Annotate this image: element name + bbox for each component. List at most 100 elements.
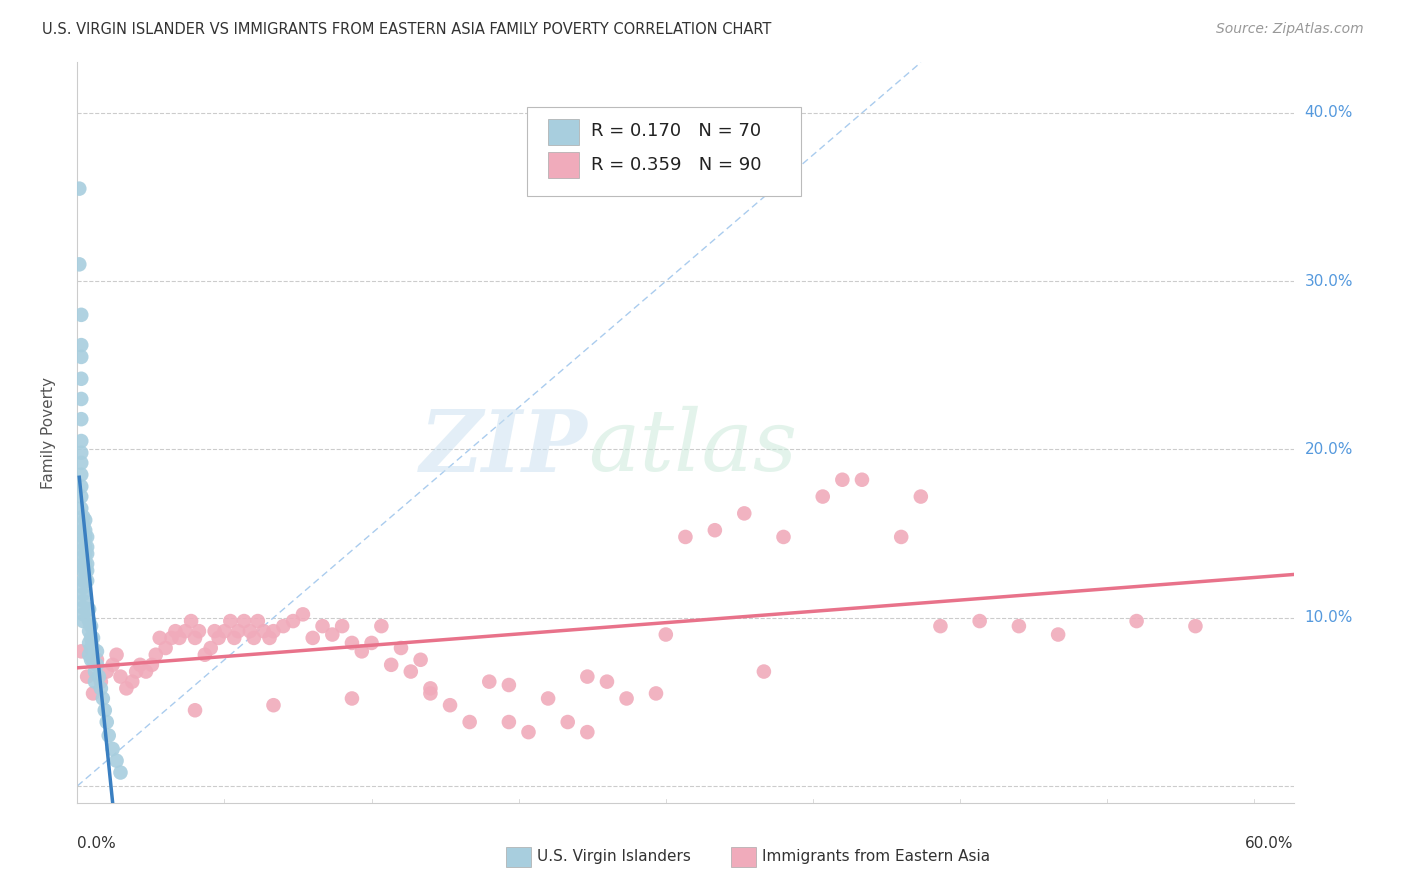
Point	[311, 619, 333, 633]
Point	[80, 619, 103, 633]
Text: R = 0.359   N = 90: R = 0.359 N = 90	[591, 156, 761, 174]
Point	[105, 754, 128, 768]
Point	[271, 619, 294, 633]
Point	[517, 725, 540, 739]
Point	[86, 653, 108, 667]
Point	[226, 624, 249, 639]
Point	[91, 691, 114, 706]
Point	[330, 619, 353, 633]
Point	[851, 473, 873, 487]
Point	[155, 640, 177, 655]
Point	[80, 653, 103, 667]
Point	[675, 530, 697, 544]
Point	[537, 691, 560, 706]
Point	[1047, 627, 1070, 641]
Point	[478, 674, 501, 689]
Point	[84, 665, 107, 679]
Point	[200, 640, 222, 655]
Text: Immigrants from Eastern Asia: Immigrants from Eastern Asia	[762, 849, 990, 863]
Point	[70, 434, 93, 448]
Text: 60.0%: 60.0%	[1246, 836, 1294, 851]
Point	[97, 729, 120, 743]
Point	[399, 665, 422, 679]
Point	[174, 624, 197, 639]
Text: ZIP: ZIP	[420, 406, 588, 489]
Point	[576, 670, 599, 684]
Point	[70, 372, 93, 386]
Point	[94, 703, 117, 717]
Point	[72, 523, 94, 537]
Point	[263, 624, 285, 639]
Point	[82, 653, 104, 667]
Point	[129, 657, 152, 672]
Point	[70, 412, 93, 426]
Point	[219, 614, 242, 628]
Point	[281, 614, 304, 628]
Point	[76, 540, 98, 554]
Point	[160, 631, 183, 645]
Point	[655, 627, 678, 641]
Point	[75, 530, 97, 544]
Point	[929, 619, 952, 633]
Point	[233, 614, 256, 628]
Point	[72, 574, 94, 588]
Point	[80, 631, 103, 645]
Point	[752, 665, 775, 679]
Point	[370, 619, 392, 633]
Point	[72, 530, 94, 544]
Point	[184, 631, 207, 645]
Text: 10.0%: 10.0%	[1305, 610, 1353, 625]
Point	[82, 640, 104, 655]
Point	[165, 624, 187, 639]
Point	[321, 627, 343, 641]
Point	[207, 631, 229, 645]
Point	[96, 714, 118, 729]
Point	[77, 602, 100, 616]
Point	[72, 600, 94, 615]
Point	[76, 557, 98, 571]
Point	[70, 350, 93, 364]
Point	[340, 691, 363, 706]
Point	[76, 574, 98, 588]
Point	[72, 564, 94, 578]
Point	[596, 674, 619, 689]
Point	[890, 530, 912, 544]
Point	[831, 473, 853, 487]
Point	[76, 547, 98, 561]
Point	[101, 657, 124, 672]
Point	[419, 681, 441, 696]
Point	[184, 703, 207, 717]
Point	[101, 742, 124, 756]
Point	[350, 644, 373, 658]
Point	[84, 674, 107, 689]
Text: R = 0.170   N = 70: R = 0.170 N = 70	[591, 122, 761, 140]
Point	[576, 725, 599, 739]
Point	[498, 678, 520, 692]
Y-axis label: Family Poverty: Family Poverty	[42, 376, 56, 489]
Point	[149, 631, 172, 645]
Point	[70, 392, 93, 406]
Point	[76, 564, 98, 578]
Point	[75, 547, 97, 561]
Point	[80, 640, 103, 655]
Point	[110, 765, 132, 780]
Point	[72, 607, 94, 622]
Point	[72, 509, 94, 524]
Point	[389, 640, 412, 655]
Point	[910, 490, 932, 504]
Point	[77, 648, 100, 662]
Text: atlas: atlas	[588, 406, 797, 489]
Point	[75, 557, 97, 571]
Point	[70, 501, 93, 516]
Point	[194, 648, 217, 662]
Point	[291, 607, 314, 622]
Point	[1008, 619, 1031, 633]
Text: U.S. VIRGIN ISLANDER VS IMMIGRANTS FROM EASTERN ASIA FAMILY POVERTY CORRELATION : U.S. VIRGIN ISLANDER VS IMMIGRANTS FROM …	[42, 22, 772, 37]
Point	[70, 490, 93, 504]
Point	[105, 648, 128, 662]
Text: Source: ZipAtlas.com: Source: ZipAtlas.com	[1216, 22, 1364, 37]
Point	[360, 636, 382, 650]
Point	[301, 631, 323, 645]
Point	[77, 624, 100, 639]
Point	[110, 670, 132, 684]
